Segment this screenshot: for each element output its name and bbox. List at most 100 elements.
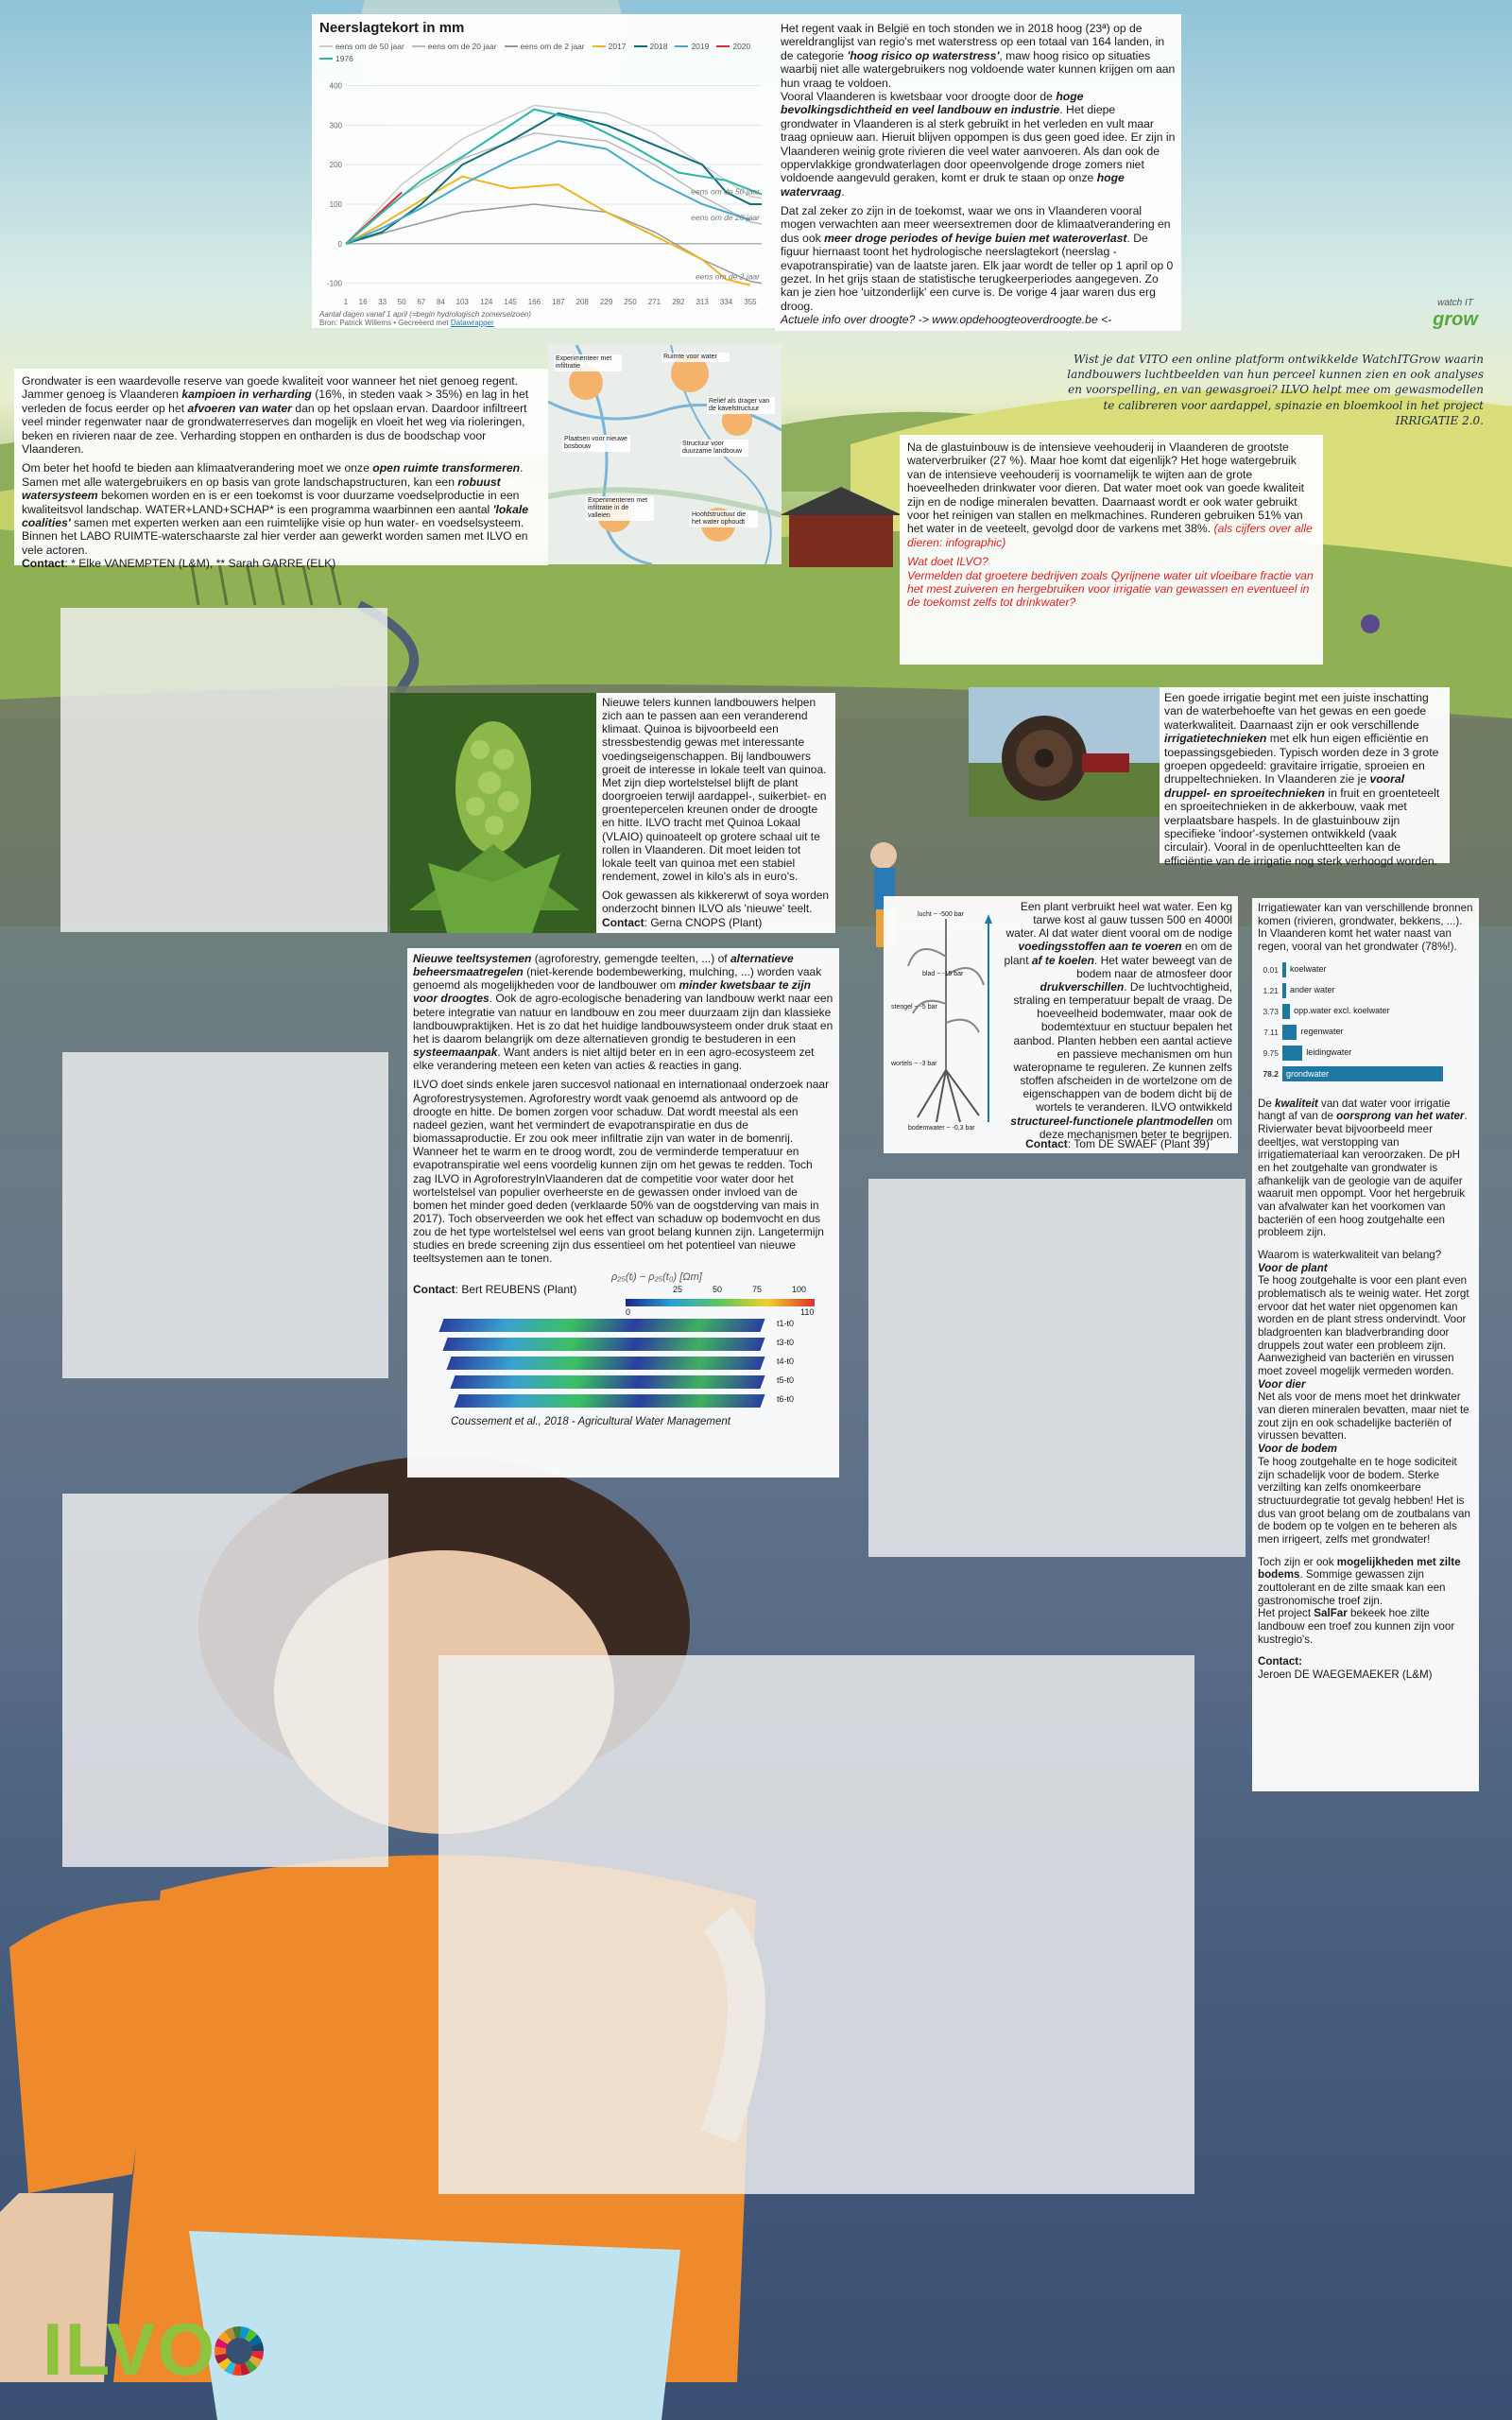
bar: [1282, 982, 1286, 998]
x-tick-label: 16: [359, 298, 368, 306]
chart-xlabel: Aantal dagen vanaf 1 april (=begin hydro…: [319, 309, 531, 319]
x-tick-label: 50: [398, 298, 406, 306]
resistivity-slice: [446, 1356, 765, 1370]
bar: [1282, 1024, 1297, 1040]
legend-entry: 2017: [592, 41, 627, 52]
slice-label: t5-t0: [777, 1374, 795, 1385]
x-tick-label: 166: [528, 298, 541, 306]
map-label: Experimenteer met infiltratie: [554, 354, 622, 372]
bar-row: 78.2 grondwater: [1258, 1063, 1473, 1084]
plant-water-panel: lucht ~ -500 bar blad ~ -15 bar stengel ~ …: [884, 896, 1238, 1153]
x-tick-label: 334: [720, 298, 733, 306]
series-line: [345, 108, 763, 245]
x-tick-label: 145: [504, 298, 517, 306]
scale-tick: 25: [673, 1284, 683, 1294]
pressure-label: bodemwater ~ -0,3 bar: [908, 1125, 975, 1132]
bar-label: ander water: [1290, 985, 1335, 995]
bar: grondwater: [1282, 1065, 1444, 1081]
map-label: Reliëf als drager van de kavelstructuur: [707, 397, 775, 414]
bar-row: 7.11 regenwater: [1258, 1022, 1473, 1043]
x-tick-label: 250: [624, 298, 637, 306]
map-label: Hoofdstructuur die het water ophoudt: [690, 510, 758, 527]
chart-source: Bron: Patrick Willems • Gecreëerd met Da…: [319, 319, 494, 328]
bar-value: 1.21: [1263, 985, 1279, 995]
series-line: [345, 139, 751, 245]
x-tick-label: 84: [437, 298, 445, 306]
bar-label: koelwater: [1290, 964, 1327, 975]
sdg-wheel-icon: [215, 2326, 265, 2376]
series-line: [345, 175, 751, 286]
y-tick-label: 400: [330, 81, 343, 90]
waterstress-intro-text: Het regent vaak in België en toch stonde…: [775, 14, 1181, 331]
quinoa-text: Nieuwe telers kunnen landbouwers helpen …: [596, 693, 835, 933]
watchitgrow-logo: watch IT grow: [1433, 298, 1478, 330]
y-tick-label: 0: [338, 240, 343, 249]
x-tick-label: 1: [344, 298, 349, 306]
bar-row: 3.73 opp.water excl. koelwater: [1258, 1001, 1473, 1022]
series-line: [345, 112, 762, 245]
plant-pressure-diagram: lucht ~ -500 bar blad ~ -15 bar stengel ~ …: [889, 900, 1003, 1136]
map-label: Ruimte voor water: [662, 353, 730, 362]
resistivity-slice: [438, 1318, 765, 1332]
chart-plot: -100 0 100 200 300 400 1 16 33 50 67 84 103 124 145 166…: [327, 81, 763, 306]
map-label: Plaatsen voor nieuwe bosbouw: [562, 435, 630, 452]
bar: [1282, 1045, 1303, 1061]
bar-label: regenwater: [1300, 1027, 1344, 1037]
empty-panel: [62, 1052, 388, 1378]
x-tick-label: 103: [456, 298, 470, 306]
ilvo-logo: ILVO: [43, 2308, 267, 2391]
quinoa-photo: [390, 693, 596, 933]
legend-entry: eens om de 20 jaar: [411, 41, 497, 52]
legend-entry: 2020: [716, 41, 750, 52]
legend-entry: eens om de 2 jaar: [504, 41, 585, 52]
y-tick-label: 300: [330, 121, 343, 130]
scale-tick: 0: [626, 1306, 631, 1317]
x-tick-label: 124: [480, 298, 493, 306]
bar: [1282, 1003, 1291, 1019]
irrigation-techniques-text: Een goede irrigatie begint met een juist…: [1160, 687, 1450, 868]
scale-tick: 50: [713, 1284, 723, 1294]
resistivity-figure: ρ₂₅(tᵢ) − ρ₂₅(t₀) [Ωm] Contact: Bert REU…: [413, 1270, 815, 1427]
bar-label: opp.water excl. koelwater: [1294, 1006, 1390, 1016]
pressure-label: stengel ~ -5 bar: [891, 1004, 937, 1011]
bar-value: 3.73: [1263, 1006, 1279, 1016]
y-tick-label: 100: [330, 200, 343, 209]
legend-entry: 1976: [319, 53, 353, 64]
landscape-map: Experimenteer met infiltratie Ruimte voor…: [548, 345, 782, 564]
x-tick-label: 313: [696, 298, 709, 306]
livestock-water-text: Na de glastuinbouw is de intensieve veeh…: [900, 435, 1323, 665]
bar-value: 9.75: [1263, 1047, 1279, 1058]
empty-panel: [438, 1655, 1194, 2194]
x-tick-label: 67: [417, 298, 425, 306]
x-tick-label: 229: [600, 298, 613, 306]
map-label: Experimenteren met infiltratie in de val…: [586, 496, 654, 521]
pressure-label: blad ~ -15 bar: [922, 971, 964, 977]
bar: [1282, 961, 1286, 977]
chart-annotation: eens om de 50 jaar: [691, 186, 761, 196]
x-tick-label: 187: [552, 298, 565, 306]
droogte-link[interactable]: Actuele info over droogte? -> www.opdeho…: [781, 313, 1112, 327]
slice-label: t4-t0: [777, 1356, 795, 1366]
resistivity-slice: [442, 1337, 765, 1351]
cropping-systems-panel: Nieuwe teeltsystemen (agroforestry, geme…: [407, 948, 839, 1478]
scale-tick: 75: [752, 1284, 763, 1294]
rainfall-deficit-chart: Neerslagtekort in mm eens om de 50 jaar e…: [312, 14, 775, 328]
empty-panel: [62, 1494, 388, 1867]
irrigation-reel-photo: [969, 687, 1160, 817]
resistivity-slice: [454, 1393, 765, 1408]
y-tick-label: 200: [330, 161, 343, 169]
bar-row: 9.75 leidingwater: [1258, 1043, 1473, 1063]
y-tick-label: -100: [327, 279, 343, 287]
scale-tick: 110: [800, 1306, 815, 1317]
x-tick-label: 292: [672, 298, 685, 306]
x-tick-label: 271: [648, 298, 662, 306]
x-tick-label: 208: [576, 298, 590, 306]
empty-panel: [60, 608, 387, 932]
water-quality-panel: Irrigatiewater kan van verschillende bro…: [1252, 898, 1479, 1791]
x-tick-label: 355: [744, 298, 757, 306]
pressure-label: wortels ~ -3 bar: [891, 1061, 937, 1067]
slice-label: t3-t0: [777, 1337, 795, 1347]
watchitgrow-note: Wist je dat VITO een online platform ont…: [1067, 353, 1484, 427]
scale-tick: 100: [792, 1284, 807, 1294]
bar-label: grondwater: [1286, 1068, 1330, 1079]
